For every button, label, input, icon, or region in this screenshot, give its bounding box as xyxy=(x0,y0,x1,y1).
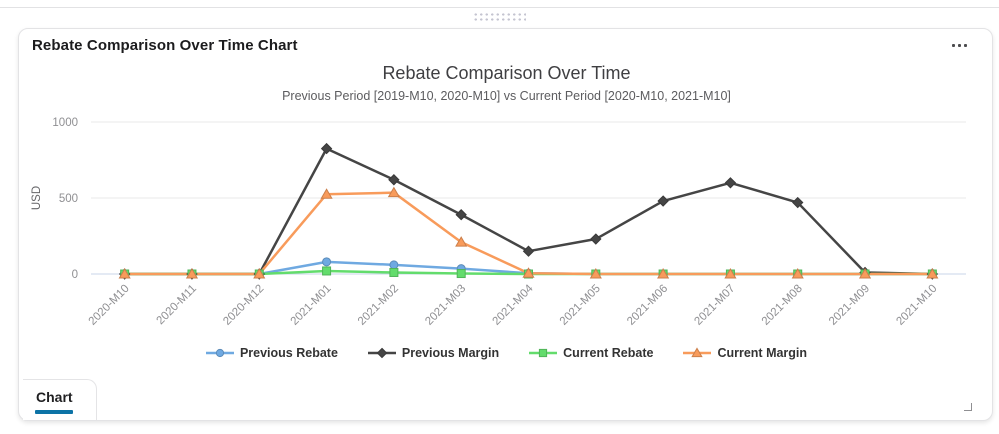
chart-legend: Previous Rebate Previous Margin Current Re… xyxy=(19,343,994,363)
svg-text:2021-M06: 2021-M06 xyxy=(625,283,670,328)
svg-text:2020-M12: 2020-M12 xyxy=(221,283,266,328)
legend-label: Current Rebate xyxy=(563,346,654,360)
svg-text:USD: USD xyxy=(31,186,43,210)
svg-text:2021-M10: 2021-M10 xyxy=(894,283,939,328)
svg-text:500: 500 xyxy=(59,193,78,205)
widget-header: Rebate Comparison Over Time Chart xyxy=(19,29,992,63)
square-legend-icon xyxy=(529,348,558,358)
svg-text:2021-M09: 2021-M09 xyxy=(827,283,872,328)
svg-text:2021-M04: 2021-M04 xyxy=(491,282,537,328)
svg-text:2021-M01: 2021-M01 xyxy=(289,283,334,328)
legend-label: Current Margin xyxy=(717,346,808,360)
chart-widget-card: Rebate Comparison Over Time Chart Rebate… xyxy=(18,28,993,421)
svg-text:2021-M03: 2021-M03 xyxy=(423,283,468,328)
triangle-legend-icon xyxy=(683,347,712,358)
svg-text:2021-M05: 2021-M05 xyxy=(558,283,603,328)
line-chart-plot[interactable]: 0 500 1000 USD 2020-M10 2020-M11 2020-M12 2021-… xyxy=(19,107,976,343)
svg-text:2021-M07: 2021-M07 xyxy=(692,283,737,328)
resize-corner-icon[interactable] xyxy=(964,403,972,411)
widget-title: Rebate Comparison Over Time Chart xyxy=(32,37,298,54)
svg-text:0: 0 xyxy=(72,269,78,281)
diamond-legend-icon xyxy=(367,347,396,359)
legend-item-current-margin[interactable]: Current Margin xyxy=(683,346,807,360)
drag-dots-icon[interactable] xyxy=(473,12,526,22)
legend-label: Previous Rebate xyxy=(239,346,338,360)
chart-title: Rebate Comparison Over Time xyxy=(382,63,631,83)
svg-text:1000: 1000 xyxy=(52,117,78,129)
svg-text:2020-M10: 2020-M10 xyxy=(87,283,132,328)
legend-item-current-rebate[interactable]: Current Rebate xyxy=(529,346,653,360)
tab-chart[interactable]: Chart xyxy=(23,379,97,420)
circle-legend-icon xyxy=(205,348,234,358)
legend-label: Previous Margin xyxy=(401,346,500,360)
active-tab-indicator xyxy=(35,410,73,414)
legend-item-previous-rebate[interactable]: Previous Rebate xyxy=(205,346,338,360)
chart-subtitle: Previous Period [2019-M10, 2020-M10] vs … xyxy=(282,89,731,103)
tab-chart-label: Chart xyxy=(36,389,73,405)
page-top-divider xyxy=(0,7,999,8)
svg-text:2021-M08: 2021-M08 xyxy=(760,283,805,328)
svg-text:2020-M11: 2020-M11 xyxy=(155,283,200,328)
svg-text:2021-M02: 2021-M02 xyxy=(356,283,401,328)
ellipsis-horizontal-icon xyxy=(951,43,955,47)
legend-item-previous-margin[interactable]: Previous Margin xyxy=(367,346,500,360)
more-options-button[interactable] xyxy=(946,35,972,55)
